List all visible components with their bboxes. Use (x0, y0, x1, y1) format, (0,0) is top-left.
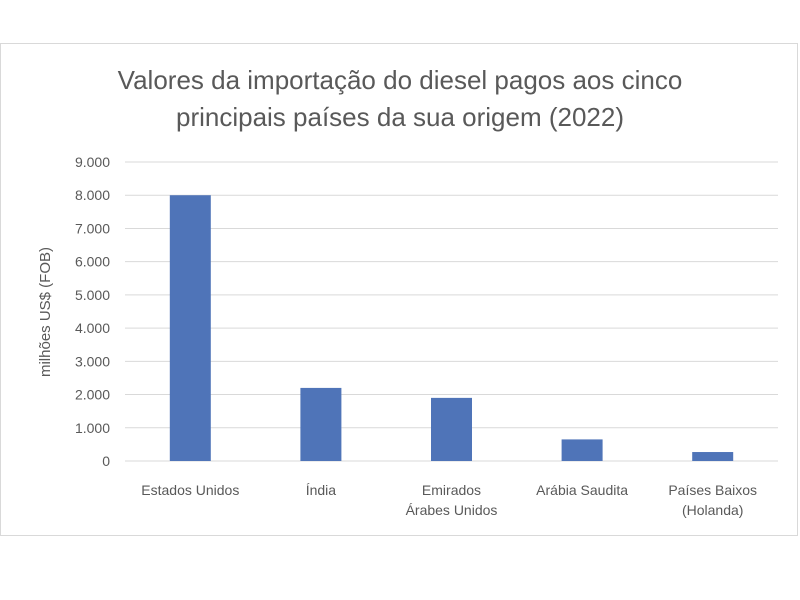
y-tick-label: 0 (102, 453, 110, 469)
y-tick-label: 2.000 (75, 387, 110, 403)
bar (692, 452, 734, 461)
x-category-label: Países Baixos (668, 482, 757, 498)
y-tick-label: 5.000 (75, 287, 110, 303)
gridlines (125, 161, 778, 462)
category-labels: Estados Unidos Índia Emirados Árabes Unidos… (141, 482, 757, 518)
chart-title: Valores da importação do diesel pagos ao… (0, 62, 800, 136)
y-axis-title: milhões US$ (FOB) (37, 247, 54, 377)
y-tick-label: 9.000 (75, 154, 110, 170)
y-tick-label: 7.000 (75, 220, 110, 236)
bar (561, 439, 603, 461)
x-category-label: Árabes Unidos (406, 502, 498, 518)
chart-title-line-2: principais países da sua origem (2022) (175, 102, 625, 132)
y-tick-label: 4.000 (75, 320, 110, 336)
bars (169, 195, 734, 461)
bar (169, 195, 211, 461)
x-category-label: (Holanda) (682, 502, 743, 518)
chart-title-line-1: Valores da importação do diesel pagos ao… (117, 65, 683, 95)
y-tick-labels: 0 1.000 2.000 3.000 4.000 5.000 6.000 7.000 8.00… (75, 154, 110, 469)
bar (431, 397, 472, 461)
x-category-label: Emirados (422, 482, 481, 498)
y-tick-label: 8.000 (75, 187, 110, 203)
x-category-label: Estados Unidos (141, 482, 239, 498)
y-tick-label: 1.000 (75, 420, 110, 436)
bar (300, 387, 342, 461)
chart-frame (0, 43, 798, 536)
y-tick-label: 3.000 (75, 353, 110, 369)
x-category-label: Arábia Saudita (536, 482, 628, 498)
x-category-label: Índia (306, 482, 337, 498)
y-tick-label: 6.000 (75, 254, 110, 270)
